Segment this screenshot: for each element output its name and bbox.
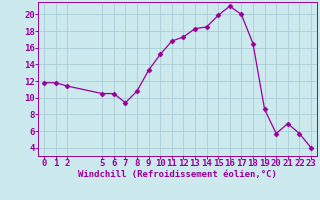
- X-axis label: Windchill (Refroidissement éolien,°C): Windchill (Refroidissement éolien,°C): [78, 170, 277, 179]
